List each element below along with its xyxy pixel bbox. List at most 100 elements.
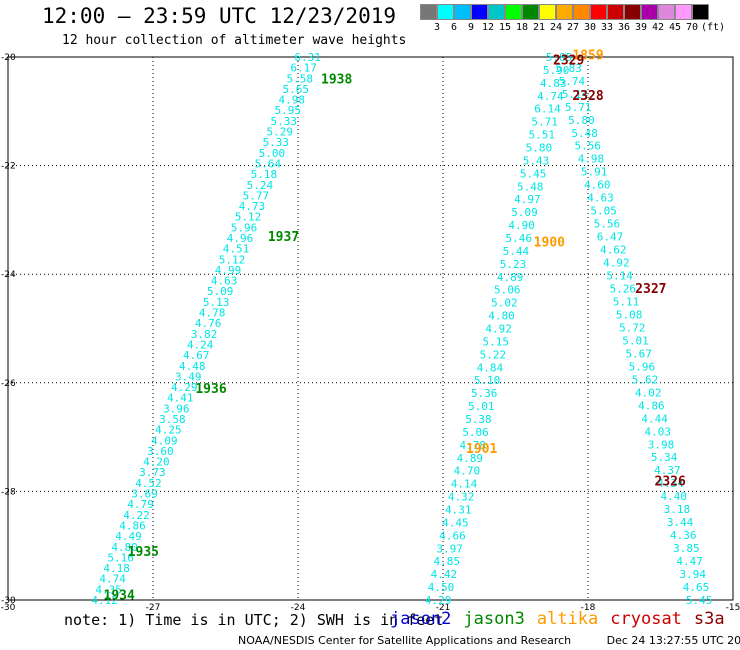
footer-credit: NOAA/NESDIS Center for Satellite Applica…: [238, 634, 572, 647]
wave-height-point: 4.74: [537, 90, 564, 103]
y-tick-label: -28: [1, 487, 16, 497]
wave-height-point: 5.96: [629, 360, 656, 373]
wave-height-point: 4.35: [95, 583, 122, 596]
wave-height-point: 4.47: [676, 555, 703, 568]
pass-time-label: 1900: [534, 236, 565, 251]
wave-height-point: 5.71: [565, 101, 592, 114]
x-tick-label: -18: [581, 603, 596, 613]
wave-height-point: 5.91: [581, 166, 608, 179]
wave-height-point: 4.65: [683, 581, 710, 594]
wave-height-point: 4.37: [654, 464, 681, 477]
wave-height-point: 5.01: [468, 400, 495, 413]
wave-height-point: 3.96: [163, 402, 190, 415]
scale-label: 6: [450, 22, 458, 33]
y-tick-label: -30: [1, 596, 16, 606]
wave-height-point: 5.62: [632, 373, 659, 386]
wave-height-point: 5.80: [526, 142, 553, 155]
wave-height-point: 4.99: [215, 264, 242, 277]
wave-height-point: 4.25: [155, 424, 182, 437]
wave-height-point: 5.43: [523, 154, 550, 167]
scale-label: 30: [583, 22, 597, 33]
legend-s3a: s3a: [693, 609, 725, 629]
footer-timestamp: Dec 24 13:27:55 UTC 2019: [606, 634, 740, 647]
wave-height-point: 4.70: [454, 465, 481, 478]
scale-label: 21: [532, 22, 546, 33]
wave-height-point: 4.44: [641, 412, 668, 425]
wave-height-point: 3.85: [673, 542, 700, 555]
scale-swatch: [454, 4, 471, 20]
wave-height-point: 5.09: [207, 285, 234, 298]
wave-height-point: 4.79: [127, 498, 154, 511]
wave-height-point: 4.80: [488, 310, 515, 323]
scale-label: 42: [651, 22, 665, 33]
scale-swatch: [658, 4, 675, 20]
wave-height-point: 3.94: [680, 568, 707, 581]
wave-height-point: 4.83: [540, 77, 567, 90]
wave-height-point: 4.76: [195, 317, 222, 330]
chart-subtitle: 12 hour collection of altimeter wave hei…: [62, 33, 407, 48]
wave-height-point: 3.82: [191, 328, 218, 341]
wave-height-point: 4.90: [508, 219, 535, 232]
wave-height-point: 4.67: [183, 349, 210, 362]
wave-height-point: 5.05: [590, 205, 617, 218]
wave-height-point: 5.15: [482, 335, 509, 348]
scale-swatch: [692, 4, 709, 20]
scale-swatch: [522, 4, 539, 20]
wave-height-point: 5.58: [286, 72, 313, 85]
wave-height-point: 4.98: [578, 153, 605, 166]
pass-time-label: 1935: [128, 545, 159, 560]
wave-height-point: 3.44: [667, 516, 694, 529]
scale-swatch: [471, 4, 488, 20]
wave-height-point: 5.26: [610, 283, 637, 296]
wave-height-point: 5.24: [247, 179, 274, 192]
wave-height-point: 5.01: [622, 334, 649, 347]
scale-swatch: [641, 4, 658, 20]
wave-height-point: 5.10: [474, 374, 501, 387]
pass-time-label: 2326: [655, 475, 686, 490]
wave-height-point: 4.63: [211, 275, 238, 288]
wave-height-point: 5.36: [471, 387, 498, 400]
wave-height-point: 5.48: [571, 127, 598, 140]
wave-height-point: 4.09: [151, 434, 178, 447]
wave-height-point: 5.00: [259, 147, 286, 160]
wave-height-point: 4.78: [199, 307, 226, 320]
pass-time-label: 2327: [635, 282, 666, 297]
chart-title: 12:00 – 23:59 UTC 12/23/2019: [42, 4, 397, 28]
x-tick-label: -21: [436, 603, 451, 613]
wave-height-point: 4.73: [239, 200, 266, 213]
scale-swatch: [675, 4, 692, 20]
wave-height-point: 4.51: [223, 243, 250, 256]
scale-label: 15: [498, 22, 512, 33]
wave-height-point: 4.85: [434, 555, 461, 568]
wave-height-point: 3.58: [159, 413, 186, 426]
x-tick-label: -27: [146, 603, 161, 613]
wave-height-point: 4.84: [477, 361, 504, 374]
scale-label: 18: [515, 22, 529, 33]
scale-label: 9: [467, 22, 475, 33]
scale-swatch: [539, 4, 556, 20]
pass-time-label: 1937: [268, 230, 299, 245]
wave-height-point: 5.12: [219, 253, 246, 266]
pass-time-label: 2329: [553, 54, 584, 69]
wave-height-point: 5.18: [251, 168, 278, 181]
y-tick-label: -24: [1, 270, 16, 280]
wave-height-point: 5.71: [531, 116, 558, 129]
time-note: note: 1) Time is in UTC; 2) SWH is in fe…: [64, 611, 444, 629]
wave-height-point: 5.64: [255, 157, 282, 170]
wave-height-point: 5.08: [616, 308, 643, 321]
x-tick-label: -15: [726, 603, 740, 613]
wave-height-point: 4.42: [431, 568, 458, 581]
scale-label: 45: [668, 22, 682, 33]
scale-label: 39: [634, 22, 648, 33]
wave-height-point: 4.36: [670, 529, 697, 542]
wave-height-point: 3.18: [664, 503, 691, 516]
wave-height-point: 5.11: [613, 295, 640, 308]
wave-height-point: 6.47: [597, 231, 624, 244]
scale-swatch: [573, 4, 590, 20]
wave-height-point: 5.51: [528, 129, 555, 142]
y-tick-label: -22: [1, 162, 16, 172]
wave-height-point: 4.14: [451, 478, 478, 491]
wave-height-point: 5.56: [594, 218, 621, 231]
wave-height-point: 3.69: [131, 488, 158, 501]
